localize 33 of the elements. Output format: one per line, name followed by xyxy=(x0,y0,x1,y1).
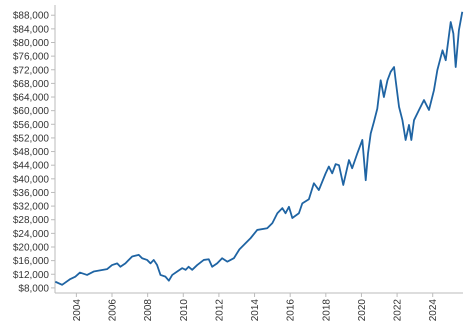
y-tick-label: $40,000 xyxy=(12,174,50,186)
x-tick-label: 2012 xyxy=(214,298,226,322)
y-tick-label: $52,000 xyxy=(12,133,50,144)
y-tick-label: $60,000 xyxy=(12,106,50,118)
y-tick-label: $88,000 xyxy=(12,10,50,22)
y-tick-label: $20,000 xyxy=(12,242,50,254)
x-tick-label: 2022 xyxy=(392,298,404,322)
x-tick-label: 2016 xyxy=(286,298,297,322)
y-tick-label: $16,000 xyxy=(12,256,50,268)
y-tick-label: $80,000 xyxy=(12,38,50,49)
x-tick-label: 2004 xyxy=(72,298,83,322)
x-tick-label: 2008 xyxy=(143,298,154,322)
y-tick-label: $32,000 xyxy=(12,202,50,213)
y-tick-label: $48,000 xyxy=(12,147,50,158)
x-tick-label: 2010 xyxy=(178,298,190,322)
y-tick-label: $84,000 xyxy=(12,24,50,36)
x-tick-label: 2024 xyxy=(428,298,440,322)
y-tick-label: $72,000 xyxy=(12,65,50,76)
y-tick-label: $12,000 xyxy=(12,270,50,281)
y-tick-label: $8,000 xyxy=(18,283,50,294)
y-tick-label: $68,000 xyxy=(12,78,50,90)
y-tick-label: $28,000 xyxy=(12,215,50,226)
x-tick-label: 2020 xyxy=(356,298,368,322)
y-tick-label: $36,000 xyxy=(12,188,50,199)
x-tick-label: 2006 xyxy=(108,298,119,322)
line-series xyxy=(54,10,464,286)
y-tick-label: $56,000 xyxy=(12,120,50,131)
y-tick-label: $64,000 xyxy=(12,92,50,104)
x-tick-label: 2014 xyxy=(250,298,262,322)
y-tick-label: $24,000 xyxy=(12,228,50,240)
y-tick-label: $76,000 xyxy=(12,52,50,63)
x-tick-label: 2018 xyxy=(321,298,332,322)
y-tick-label: $44,000 xyxy=(12,160,50,172)
